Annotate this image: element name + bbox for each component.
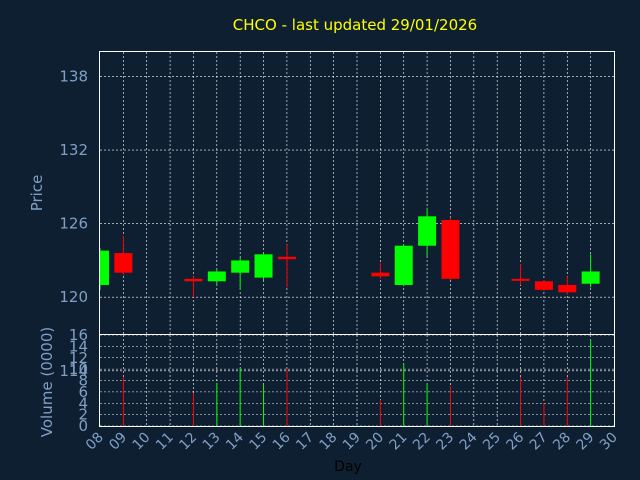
volume-tick-label: 16 bbox=[69, 326, 88, 344]
price-panel: 138 132 126 120 114 Price bbox=[28, 51, 615, 380]
volume-plot-frame bbox=[99, 334, 615, 427]
volume-tick-label: 12 bbox=[69, 349, 88, 367]
price-tick-label: 120 bbox=[59, 288, 88, 306]
candle-body bbox=[231, 260, 250, 273]
candle bbox=[207, 269, 226, 285]
candle-body bbox=[418, 216, 437, 246]
x-axis-label: Day bbox=[334, 459, 362, 475]
price-tick-label: 126 bbox=[59, 215, 88, 233]
candle bbox=[184, 276, 203, 298]
candle bbox=[534, 280, 553, 292]
candle-body bbox=[100, 250, 109, 285]
price-axis-label: Price bbox=[28, 175, 46, 212]
price-axis-ticks: 138 132 126 120 114 bbox=[59, 68, 88, 380]
x-axis-ticks: 08 09 10 11 12 13 14 15 16 17 18 19 20 21 22 23 24 25 26 27… bbox=[83, 429, 621, 453]
candle bbox=[441, 217, 460, 281]
chart-title: CHCO - last updated 29/01/2026 bbox=[233, 16, 477, 34]
price-grid bbox=[100, 52, 614, 372]
candle-body bbox=[207, 271, 226, 282]
candle-body bbox=[394, 245, 413, 285]
volume-tick-label: 6 bbox=[78, 383, 88, 401]
volume-tick-label: 0 bbox=[78, 417, 88, 435]
volume-tick-label: 2 bbox=[78, 406, 88, 424]
price-tick-label: 114 bbox=[59, 362, 88, 380]
candle-body bbox=[184, 278, 203, 282]
candle-body bbox=[277, 256, 296, 260]
candle bbox=[277, 244, 296, 288]
candle-body bbox=[371, 272, 390, 277]
volume-tick-label: 14 bbox=[69, 337, 88, 355]
candle bbox=[558, 276, 577, 295]
candle bbox=[511, 264, 530, 285]
candle-body bbox=[511, 278, 530, 281]
candle bbox=[254, 253, 273, 281]
volume-tick-label: 10 bbox=[69, 360, 88, 378]
candle-body bbox=[558, 284, 577, 293]
volume-bars bbox=[99, 339, 592, 426]
volume-axis-label: Volume (0000) bbox=[38, 327, 56, 437]
candle-body bbox=[114, 253, 133, 273]
candle bbox=[418, 207, 437, 257]
candle-body bbox=[254, 254, 273, 278]
candle bbox=[581, 254, 600, 288]
candle bbox=[394, 244, 413, 287]
price-tick-label: 132 bbox=[59, 141, 88, 159]
candle-body bbox=[534, 281, 553, 290]
candle bbox=[99, 248, 109, 290]
volume-tick-label: 4 bbox=[78, 394, 88, 412]
candle bbox=[114, 235, 133, 276]
candle bbox=[371, 262, 390, 279]
candle-body bbox=[441, 219, 460, 279]
candle-body bbox=[581, 271, 600, 284]
volume-tick-label: 8 bbox=[78, 372, 88, 390]
price-tick-label: 138 bbox=[59, 68, 88, 86]
candle bbox=[231, 257, 250, 290]
candlesticks bbox=[99, 207, 600, 298]
